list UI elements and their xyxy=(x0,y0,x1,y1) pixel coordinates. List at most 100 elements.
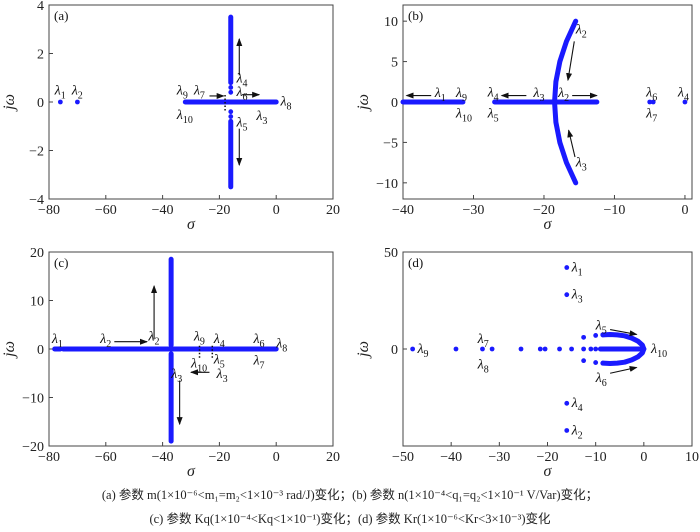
eigenvalue-label: λ3 xyxy=(170,367,182,385)
eigenvalue-label: λ4 xyxy=(571,396,583,414)
eigenvalue-point xyxy=(228,89,234,95)
x-tick-label: −20 xyxy=(533,203,555,218)
eigenvalue-point xyxy=(557,346,562,352)
locus-branch xyxy=(600,331,647,367)
y-tick-label: 4 xyxy=(37,0,44,14)
eigenvalue-label: λ4 xyxy=(487,85,499,103)
x-axis-label: σ xyxy=(544,216,553,233)
direction-arrow xyxy=(609,366,638,374)
y-axis-label: jω xyxy=(355,341,372,359)
y-tick-label: 20 xyxy=(30,246,44,261)
eigenvalue-label: λ7 xyxy=(645,106,657,124)
eigenvalue-point xyxy=(588,346,594,352)
panel-label: (c) xyxy=(54,255,68,270)
eigenvalue-point xyxy=(569,346,574,352)
y-tick-label: −5 xyxy=(383,136,398,151)
x-tick-label: 0 xyxy=(273,450,280,465)
eigenvalue-label: λ10 xyxy=(455,106,472,124)
eigenvalue-label: λ6 xyxy=(645,85,657,103)
panel-d: −50 −40 −30 −20 −10 0 10 0 50 σ jω (d) λ1 λ3 λ5 λ7 λ9 λ8 λ… xyxy=(355,246,699,480)
x-tick-label: −20 xyxy=(208,450,230,465)
x-tick-label: −20 xyxy=(208,203,230,218)
x-tick-label: 0 xyxy=(640,450,647,465)
x-tick-label: 0 xyxy=(273,203,280,218)
direction-arrow xyxy=(567,129,576,158)
x-tick-label: 10 xyxy=(685,450,699,465)
x-tick-label: 20 xyxy=(326,450,340,465)
locus-branch xyxy=(552,18,579,186)
eigenvalue-label: λ1 xyxy=(54,84,66,102)
x-tick-label: −40 xyxy=(152,450,174,465)
y-axis-label: jω xyxy=(1,94,18,112)
eigenvalue-point xyxy=(228,109,234,115)
y-tick-label: 0 xyxy=(391,96,398,111)
eigenvalue-point xyxy=(489,346,495,352)
y-tick-label: 5 xyxy=(391,56,398,71)
direction-arrow xyxy=(566,41,575,82)
eigenvalue-point xyxy=(480,346,485,352)
eigenvalue-point xyxy=(564,428,570,433)
eigenvalue-point xyxy=(228,85,234,90)
eigenvalue-point xyxy=(593,333,599,338)
y-tick-label: −10 xyxy=(22,392,44,407)
eigenvalue-label: λ2 xyxy=(557,86,569,104)
eigenvalue-label: λ5 xyxy=(213,353,225,371)
eigenvalue-label: λ5 xyxy=(595,319,607,337)
x-tick-label: −80 xyxy=(38,450,60,465)
x-tick-label: 0 xyxy=(681,203,688,218)
x-tick-label: −40 xyxy=(392,203,414,218)
x-tick-label: −30 xyxy=(463,203,485,218)
eigenvalue-label: λ2 xyxy=(99,332,111,350)
eigenvalue-label: λ3 xyxy=(255,109,267,127)
y-axis-label: jω xyxy=(1,341,18,359)
eigenvalue-point xyxy=(581,334,587,340)
y-axis-label: jω xyxy=(355,94,372,112)
eigenvalue-label: λ7 xyxy=(193,84,205,102)
plot-frame xyxy=(402,251,693,447)
eigenvalue-label: λ6 xyxy=(252,332,264,350)
y-tick-label: 0 xyxy=(37,96,44,111)
x-tick-label: −20 xyxy=(537,450,559,465)
y-tick-label: 0 xyxy=(391,343,398,358)
y-tick-label: 0 xyxy=(37,343,44,358)
eigenvalue-point xyxy=(564,265,570,270)
y-tick-label: 2 xyxy=(37,48,44,63)
eigenvalue-label: λ9 xyxy=(455,86,467,104)
y-tick-label: 10 xyxy=(30,295,44,310)
x-axis-label: σ xyxy=(187,216,196,233)
eigenvalue-label: λ1 xyxy=(571,260,583,278)
eigenvalue-point xyxy=(542,346,548,352)
x-tick-label: −80 xyxy=(38,203,60,218)
eigenvalue-label: λ1 xyxy=(434,86,446,104)
eigenvalue-label: λ1 xyxy=(51,332,63,350)
y-tick-label: −10 xyxy=(376,177,398,192)
eigenvalue-point xyxy=(453,346,459,352)
y-tick-label: −2 xyxy=(29,145,44,160)
y-tick-label: 50 xyxy=(384,246,398,261)
eigenvalue-label: λ6 xyxy=(595,371,607,389)
x-tick-label: −60 xyxy=(95,450,117,465)
eigenvalue-point xyxy=(581,346,587,352)
eigenvalue-point xyxy=(650,99,656,105)
eigenvalue-point xyxy=(600,360,606,366)
eigenvalue-label: λ9 xyxy=(176,84,188,102)
eigenvalue-label: λ3 xyxy=(216,367,228,385)
eigenvalue-label: λ10 xyxy=(650,342,667,360)
eigenvalue-label: λ8 xyxy=(279,95,291,113)
x-tick-label: −60 xyxy=(95,203,117,218)
eigenvalue-point xyxy=(598,346,603,352)
eigenvalue-point xyxy=(564,292,570,298)
eigenvalue-point xyxy=(259,99,265,105)
x-axis-label: σ xyxy=(544,463,553,480)
eigenvalue-point xyxy=(57,99,63,105)
x-tick-label: −50 xyxy=(392,450,414,465)
direction-arrow xyxy=(610,329,638,337)
panel-label: (d) xyxy=(408,255,423,270)
x-tick-label: −40 xyxy=(152,203,174,218)
eigenvalue-label: λ9 xyxy=(193,329,205,347)
eigenvalue-label: λ5 xyxy=(487,106,499,124)
eigenvalue-point xyxy=(518,346,524,352)
eigenvalue-label: λ6 xyxy=(235,85,247,103)
panel-c: −80 −60 −40 −20 0 20 −20 −10 0 10 20 σ jω (c) λ1 λ2 λ2 λ9… xyxy=(1,246,340,480)
eigenvalue-point xyxy=(410,346,416,352)
